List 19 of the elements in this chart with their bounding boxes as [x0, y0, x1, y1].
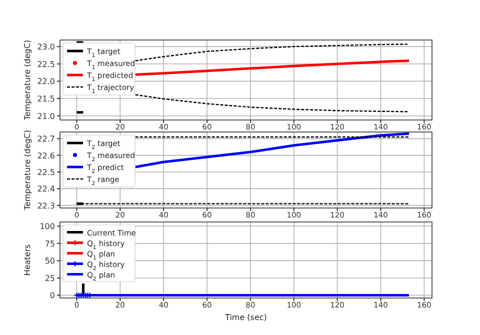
- y-tick-label: 22.5: [37, 168, 55, 177]
- y-tick-label: 22.3: [37, 201, 55, 210]
- y-tick-label: 22.7: [37, 134, 55, 144]
- y-axis-title: Heaters: [23, 244, 32, 276]
- y-tick-label: 21.0: [37, 112, 55, 121]
- y-tick-label: 22.4: [37, 184, 55, 194]
- y-tick-label: 22.0: [37, 77, 55, 86]
- y-tick-label: 50: [44, 256, 55, 266]
- x-axis-title: Time (sec): [224, 313, 267, 322]
- y-tick-label: 75: [44, 239, 55, 248]
- y-axis-title: Temperature (degC): [23, 130, 32, 212]
- y-tick-label: 22.6: [37, 151, 55, 160]
- y-tick-label: 100: [40, 222, 55, 232]
- y-tick-label: 22.5: [37, 60, 55, 69]
- y-tick-label: 23.0: [37, 42, 55, 52]
- y-tick-label: 0: [50, 291, 55, 300]
- y-tick-label: 21.5: [37, 94, 55, 104]
- y-axis-title: Temperature (degC): [23, 40, 32, 122]
- y-tick-label: 25: [44, 274, 55, 283]
